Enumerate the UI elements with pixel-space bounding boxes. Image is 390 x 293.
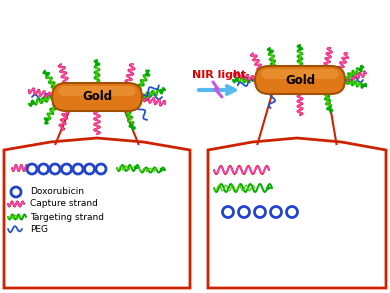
FancyBboxPatch shape <box>58 86 136 96</box>
FancyArrowPatch shape <box>199 86 234 94</box>
FancyBboxPatch shape <box>52 83 142 111</box>
Text: Gold: Gold <box>82 91 112 103</box>
Text: Gold: Gold <box>285 74 315 86</box>
Text: Doxorubicin: Doxorubicin <box>30 188 84 197</box>
Polygon shape <box>4 138 190 288</box>
Text: Capture strand: Capture strand <box>30 200 98 209</box>
Polygon shape <box>208 138 386 288</box>
FancyBboxPatch shape <box>255 66 345 94</box>
FancyBboxPatch shape <box>261 69 339 79</box>
Text: PEG: PEG <box>30 224 48 234</box>
Text: NIR light: NIR light <box>192 70 246 80</box>
Text: Targeting strand: Targeting strand <box>30 212 104 222</box>
